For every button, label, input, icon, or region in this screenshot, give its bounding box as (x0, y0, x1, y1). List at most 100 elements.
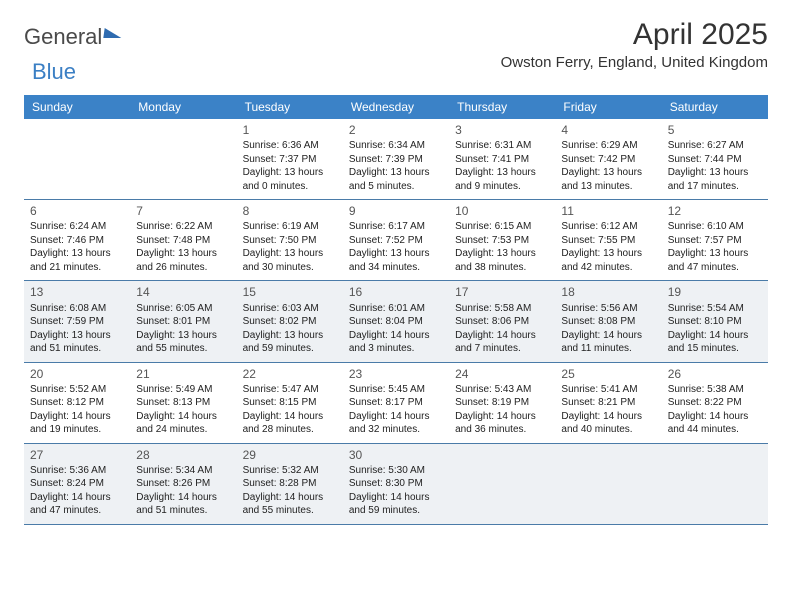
sunset-line: Sunset: 7:48 PM (136, 234, 230, 248)
sunrise-line: Sunrise: 5:41 AM (561, 383, 655, 397)
daylight-line: Daylight: 14 hours and 11 minutes. (561, 329, 655, 356)
logo-sail-icon (104, 28, 123, 38)
logo-word1: General (24, 24, 102, 50)
day-number: 16 (349, 284, 443, 300)
day-number: 9 (349, 203, 443, 219)
sunrise-line: Sunrise: 6:10 AM (668, 220, 762, 234)
sunrise-line: Sunrise: 5:49 AM (136, 383, 230, 397)
calendar-grid: SundayMondayTuesdayWednesdayThursdayFrid… (24, 95, 768, 525)
sunset-line: Sunset: 7:39 PM (349, 153, 443, 167)
sunrise-line: Sunrise: 6:27 AM (668, 139, 762, 153)
sunrise-line: Sunrise: 6:36 AM (243, 139, 337, 153)
day-headers-row: SundayMondayTuesdayWednesdayThursdayFrid… (24, 95, 768, 119)
calendar-cell: 5Sunrise: 6:27 AMSunset: 7:44 PMDaylight… (662, 119, 768, 199)
day-number: 1 (243, 122, 337, 138)
calendar-week: 27Sunrise: 5:36 AMSunset: 8:24 PMDayligh… (24, 444, 768, 525)
sunrise-line: Sunrise: 5:32 AM (243, 464, 337, 478)
daylight-line: Daylight: 13 hours and 0 minutes. (243, 166, 337, 193)
calendar-cell: 3Sunrise: 6:31 AMSunset: 7:41 PMDaylight… (449, 119, 555, 199)
sunset-line: Sunset: 7:44 PM (668, 153, 762, 167)
sunset-line: Sunset: 7:59 PM (30, 315, 124, 329)
sunrise-line: Sunrise: 5:56 AM (561, 302, 655, 316)
daylight-line: Daylight: 13 hours and 34 minutes. (349, 247, 443, 274)
day-number: 11 (561, 203, 655, 219)
daylight-line: Daylight: 14 hours and 19 minutes. (30, 410, 124, 437)
daylight-line: Daylight: 13 hours and 5 minutes. (349, 166, 443, 193)
day-header: Friday (555, 95, 661, 119)
calendar-cell: 20Sunrise: 5:52 AMSunset: 8:12 PMDayligh… (24, 363, 130, 443)
sunset-line: Sunset: 7:46 PM (30, 234, 124, 248)
sunrise-line: Sunrise: 5:36 AM (30, 464, 124, 478)
calendar-cell (130, 119, 236, 199)
sunrise-line: Sunrise: 5:43 AM (455, 383, 549, 397)
calendar-week: 20Sunrise: 5:52 AMSunset: 8:12 PMDayligh… (24, 363, 768, 444)
calendar-cell: 11Sunrise: 6:12 AMSunset: 7:55 PMDayligh… (555, 200, 661, 280)
sunrise-line: Sunrise: 6:34 AM (349, 139, 443, 153)
daylight-line: Daylight: 13 hours and 42 minutes. (561, 247, 655, 274)
daylight-line: Daylight: 14 hours and 51 minutes. (136, 491, 230, 518)
sunset-line: Sunset: 8:06 PM (455, 315, 549, 329)
calendar-cell: 27Sunrise: 5:36 AMSunset: 8:24 PMDayligh… (24, 444, 130, 524)
day-number: 20 (30, 366, 124, 382)
calendar-week: 13 Sunrise: 6:08 AMSunset: 7:59 PM Dayligh… (24, 281, 768, 362)
calendar-cell: 22Sunrise: 5:47 AMSunset: 8:15 PMDayligh… (237, 363, 343, 443)
daylight-line: Daylight: 13 hours and 30 minutes. (243, 247, 337, 274)
day-number: 13 (30, 284, 124, 300)
day-number: 21 (136, 366, 230, 382)
calendar-cell: 4Sunrise: 6:29 AMSunset: 7:42 PMDaylight… (555, 119, 661, 199)
sunset-line: Sunset: 7:55 PM (561, 234, 655, 248)
sunset-line: Sunset: 8:21 PM (561, 396, 655, 410)
calendar-cell: 23Sunrise: 5:45 AMSunset: 8:17 PMDayligh… (343, 363, 449, 443)
sunset-line: Sunset: 8:17 PM (349, 396, 443, 410)
sunset-line: Sunset: 8:30 PM (349, 477, 443, 491)
day-number: 27 (30, 447, 124, 463)
daylight-line: Daylight: 13 hours and 38 minutes. (455, 247, 549, 274)
calendar-week: 1Sunrise: 6:36 AMSunset: 7:37 PMDaylight… (24, 119, 768, 200)
calendar-cell: 24Sunrise: 5:43 AMSunset: 8:19 PMDayligh… (449, 363, 555, 443)
calendar-cell: 8Sunrise: 6:19 AMSunset: 7:50 PMDaylight… (237, 200, 343, 280)
calendar-cell: 9Sunrise: 6:17 AMSunset: 7:52 PMDaylight… (343, 200, 449, 280)
calendar-cell: 2Sunrise: 6:34 AMSunset: 7:39 PMDaylight… (343, 119, 449, 199)
day-number: 5 (668, 122, 762, 138)
day-header: Tuesday (237, 95, 343, 119)
logo: General (24, 18, 122, 50)
day-number: 28 (136, 447, 230, 463)
day-number: 12 (668, 203, 762, 219)
daylight-line: Daylight: 14 hours and 47 minutes. (30, 491, 124, 518)
day-number: 29 (243, 447, 337, 463)
calendar-cell: 13Sunrise: 6:08 AMSunset: 7:59 PMDayligh… (24, 281, 130, 361)
day-header: Sunday (24, 95, 130, 119)
daylight-line: Daylight: 13 hours and 55 minutes. (136, 329, 230, 356)
sunset-line: Sunset: 7:37 PM (243, 153, 337, 167)
sunrise-line: Sunrise: 5:54 AM (668, 302, 762, 316)
day-number: 7 (136, 203, 230, 219)
calendar-cell: 26Sunrise: 5:38 AMSunset: 8:22 PMDayligh… (662, 363, 768, 443)
sunset-line: Sunset: 8:12 PM (30, 396, 124, 410)
calendar-cell: 25Sunrise: 5:41 AMSunset: 8:21 PMDayligh… (555, 363, 661, 443)
calendar-cell (24, 119, 130, 199)
day-header: Saturday (662, 95, 768, 119)
calendar-cell: 7Sunrise: 6:22 AMSunset: 7:48 PMDaylight… (130, 200, 236, 280)
sunset-line: Sunset: 8:19 PM (455, 396, 549, 410)
calendar-cell: 15Sunrise: 6:03 AMSunset: 8:02 PMDayligh… (237, 281, 343, 361)
sunrise-line: Sunrise: 6:12 AM (561, 220, 655, 234)
daylight-line: Daylight: 13 hours and 26 minutes. (136, 247, 230, 274)
sunset-line: Sunset: 7:53 PM (455, 234, 549, 248)
sunset-line: Sunset: 7:50 PM (243, 234, 337, 248)
day-number: 24 (455, 366, 549, 382)
sunrise-line: Sunrise: 6:01 AM (349, 302, 443, 316)
daylight-line: Daylight: 14 hours and 55 minutes. (243, 491, 337, 518)
sunset-line: Sunset: 8:24 PM (30, 477, 124, 491)
sunrise-line: Sunrise: 6:08 AM (30, 302, 124, 316)
calendar-cell: 6Sunrise: 6:24 AMSunset: 7:46 PMDaylight… (24, 200, 130, 280)
sunrise-line: Sunrise: 5:52 AM (30, 383, 124, 397)
daylight-line: Daylight: 14 hours and 7 minutes. (455, 329, 549, 356)
sunrise-line: Sunrise: 6:29 AM (561, 139, 655, 153)
day-header: Thursday (449, 95, 555, 119)
sunrise-line: Sunrise: 6:15 AM (455, 220, 549, 234)
day-header: Wednesday (343, 95, 449, 119)
day-number: 25 (561, 366, 655, 382)
calendar-cell: 19Sunrise: 5:54 AMSunset: 8:10 PMDayligh… (662, 281, 768, 361)
calendar-week: 6Sunrise: 6:24 AMSunset: 7:46 PMDaylight… (24, 200, 768, 281)
day-number: 14 (136, 284, 230, 300)
